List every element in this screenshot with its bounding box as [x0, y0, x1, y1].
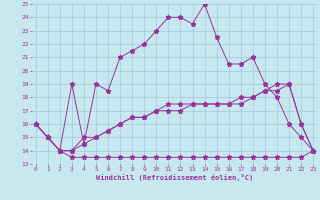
X-axis label: Windchill (Refroidissement éolien,°C): Windchill (Refroidissement éolien,°C) — [96, 174, 253, 181]
